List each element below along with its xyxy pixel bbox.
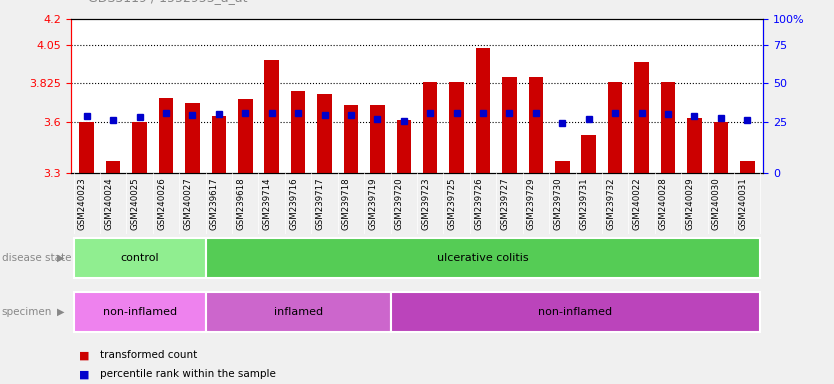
Bar (185, 103, 199, 173)
Text: GDS3119 / 1552953_a_at: GDS3119 / 1552953_a_at (88, 0, 247, 4)
Bar (390, 292, 761, 332)
Bar (475, 48, 490, 173)
Bar (450, 82, 464, 173)
Text: GSM239714: GSM239714 (263, 178, 272, 230)
Text: GSM239727: GSM239727 (500, 178, 510, 230)
Bar (635, 62, 649, 173)
Text: GSM240022: GSM240022 (632, 178, 641, 230)
Bar (661, 82, 676, 173)
Bar (212, 116, 226, 173)
Text: GSM239731: GSM239731 (580, 178, 589, 230)
Text: non-inflamed: non-inflamed (539, 307, 613, 317)
Text: GSM240031: GSM240031 (738, 178, 747, 230)
Bar (264, 60, 279, 173)
Bar (740, 161, 755, 173)
Bar (529, 77, 543, 173)
Text: transformed count: transformed count (100, 350, 198, 360)
Text: GSM239720: GSM239720 (394, 178, 404, 230)
Text: GSM240025: GSM240025 (131, 178, 139, 230)
Text: GSM239717: GSM239717 (315, 178, 324, 230)
Bar (133, 122, 147, 173)
Bar (79, 122, 94, 173)
Bar (714, 122, 728, 173)
Text: control: control (120, 253, 159, 263)
Text: disease state: disease state (2, 253, 71, 263)
Text: GSM240024: GSM240024 (104, 178, 113, 230)
Bar (396, 120, 411, 173)
Text: GSM239718: GSM239718 (342, 178, 351, 230)
Text: GSM239729: GSM239729 (527, 178, 536, 230)
Bar (291, 91, 305, 173)
Bar (106, 161, 120, 173)
Text: inflamed: inflamed (274, 307, 323, 317)
Bar (206, 292, 390, 332)
Bar (73, 238, 206, 278)
Text: GSM239719: GSM239719 (369, 178, 377, 230)
Text: GSM240023: GSM240023 (78, 178, 87, 230)
Text: GSM239716: GSM239716 (289, 178, 298, 230)
Bar (344, 104, 359, 173)
Text: non-inflamed: non-inflamed (103, 307, 177, 317)
Bar (581, 135, 596, 173)
Text: GSM239617: GSM239617 (210, 178, 219, 230)
Bar (238, 99, 253, 173)
Text: GSM240030: GSM240030 (712, 178, 721, 230)
Text: GSM240028: GSM240028 (659, 178, 668, 230)
Text: GSM240026: GSM240026 (157, 178, 166, 230)
Text: ▶: ▶ (57, 307, 64, 317)
Bar (555, 161, 570, 173)
Text: GSM239730: GSM239730 (553, 178, 562, 230)
Bar (608, 82, 622, 173)
Text: GSM240029: GSM240029 (686, 178, 695, 230)
Bar (317, 94, 332, 173)
Text: GSM239723: GSM239723 (421, 178, 430, 230)
Text: GSM240027: GSM240027 (183, 178, 193, 230)
Text: GSM239726: GSM239726 (474, 178, 483, 230)
Text: ■: ■ (79, 350, 90, 360)
Text: specimen: specimen (2, 307, 52, 317)
Text: GSM239732: GSM239732 (606, 178, 615, 230)
Text: GSM239618: GSM239618 (236, 178, 245, 230)
Bar (206, 238, 761, 278)
Bar (423, 82, 438, 173)
Bar (687, 118, 701, 173)
Text: ▶: ▶ (57, 253, 64, 263)
Text: ■: ■ (79, 369, 90, 379)
Text: ulcerative colitis: ulcerative colitis (437, 253, 529, 263)
Bar (502, 77, 517, 173)
Bar (158, 98, 173, 173)
Text: percentile rank within the sample: percentile rank within the sample (100, 369, 276, 379)
Bar (370, 104, 384, 173)
Bar (73, 292, 206, 332)
Text: GSM239725: GSM239725 (448, 178, 457, 230)
